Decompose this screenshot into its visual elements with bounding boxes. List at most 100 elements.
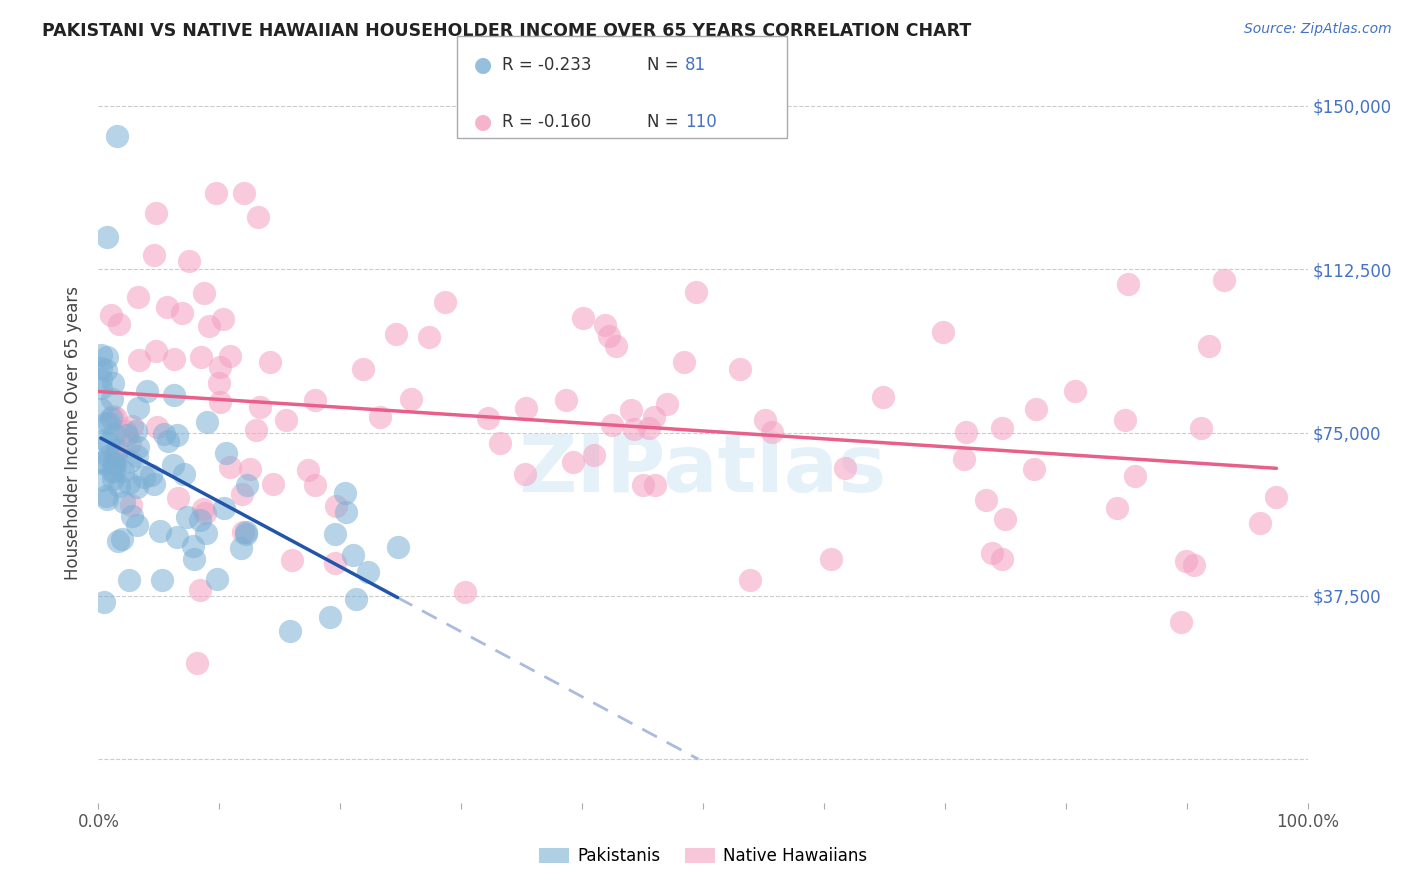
Text: ZIPatlas: ZIPatlas: [519, 431, 887, 508]
Point: [598, 329, 620, 343]
Point: [194, 506, 217, 520]
Point: [104, 450, 127, 464]
Point: [235, 524, 257, 539]
Point: [232, 525, 254, 540]
Point: [125, 449, 148, 463]
Point: [101, 392, 124, 407]
Point: [1191, 421, 1213, 435]
Point: [1125, 469, 1147, 483]
Point: [231, 487, 253, 501]
Point: [90, 372, 112, 386]
Point: [90, 381, 112, 395]
Point: [304, 393, 326, 408]
Point: [105, 129, 128, 144]
Point: [319, 610, 342, 624]
Point: [657, 397, 679, 411]
Point: [125, 480, 148, 494]
Point: [193, 286, 215, 301]
Point: [728, 362, 751, 376]
Point: [489, 435, 512, 450]
Point: [195, 416, 218, 430]
Point: [208, 360, 231, 375]
Point: [97, 435, 120, 450]
Point: [163, 352, 186, 367]
Point: [276, 412, 298, 426]
Point: [562, 455, 585, 469]
Point: [387, 540, 409, 554]
Text: PAKISTANI VS NATIVE HAWAIIAN HOUSEHOLDER INCOME OVER 65 YEARS CORRELATION CHART: PAKISTANI VS NATIVE HAWAIIAN HOUSEHOLDER…: [42, 22, 972, 40]
Point: [571, 311, 593, 326]
Point: [101, 472, 124, 486]
Point: [323, 527, 346, 541]
Point: [114, 424, 136, 438]
Point: [1182, 558, 1205, 572]
Point: [235, 527, 257, 541]
Point: [235, 477, 257, 491]
Point: [166, 491, 188, 506]
Point: [513, 467, 536, 481]
Point: [121, 509, 143, 524]
Point: [259, 355, 281, 369]
Point: [761, 425, 783, 439]
Point: [96, 416, 118, 430]
Point: [93, 595, 115, 609]
Point: [932, 325, 955, 339]
Point: [342, 548, 364, 562]
Point: [179, 254, 201, 268]
Point: [176, 509, 198, 524]
Point: [117, 427, 139, 442]
Point: [108, 478, 131, 492]
Point: [103, 464, 125, 478]
Point: [205, 572, 228, 586]
Point: [127, 440, 149, 454]
Text: 110: 110: [685, 113, 717, 131]
Point: [233, 186, 256, 200]
Y-axis label: Householder Income Over 65 years: Householder Income Over 65 years: [65, 285, 83, 580]
Point: [127, 290, 149, 304]
Point: [97, 449, 120, 463]
Point: [118, 454, 141, 468]
Point: [127, 401, 149, 415]
Text: N =: N =: [647, 113, 678, 131]
Point: [150, 573, 173, 587]
Point: [335, 505, 357, 519]
Point: [198, 319, 221, 334]
Point: [208, 376, 231, 391]
Point: [91, 455, 114, 469]
Point: [356, 565, 378, 579]
Point: [101, 376, 124, 390]
Point: [166, 427, 188, 442]
Text: R = -0.233: R = -0.233: [502, 56, 592, 74]
Point: [90, 402, 112, 417]
Point: [245, 423, 267, 437]
Text: Source: ZipAtlas.com: Source: ZipAtlas.com: [1244, 22, 1392, 37]
Point: [156, 300, 179, 314]
Point: [191, 501, 214, 516]
Text: 81: 81: [685, 56, 706, 74]
Point: [991, 421, 1014, 435]
Point: [181, 539, 204, 553]
Point: [239, 461, 262, 475]
Point: [352, 361, 374, 376]
Point: [418, 330, 440, 344]
Point: [145, 420, 167, 434]
Point: [515, 401, 537, 416]
Point: [188, 582, 211, 597]
Point: [205, 186, 228, 200]
Point: [105, 447, 128, 461]
Point: [637, 421, 659, 435]
Point: [149, 524, 172, 538]
Point: [600, 417, 623, 432]
Point: [195, 526, 218, 541]
Point: [368, 409, 391, 424]
Point: [118, 435, 141, 450]
Point: [434, 295, 457, 310]
Point: [90, 456, 112, 470]
Point: [644, 477, 666, 491]
Point: [143, 248, 166, 262]
Point: [685, 285, 707, 299]
Point: [1025, 401, 1047, 416]
Point: [672, 355, 695, 369]
Point: [96, 350, 118, 364]
Point: [631, 477, 654, 491]
